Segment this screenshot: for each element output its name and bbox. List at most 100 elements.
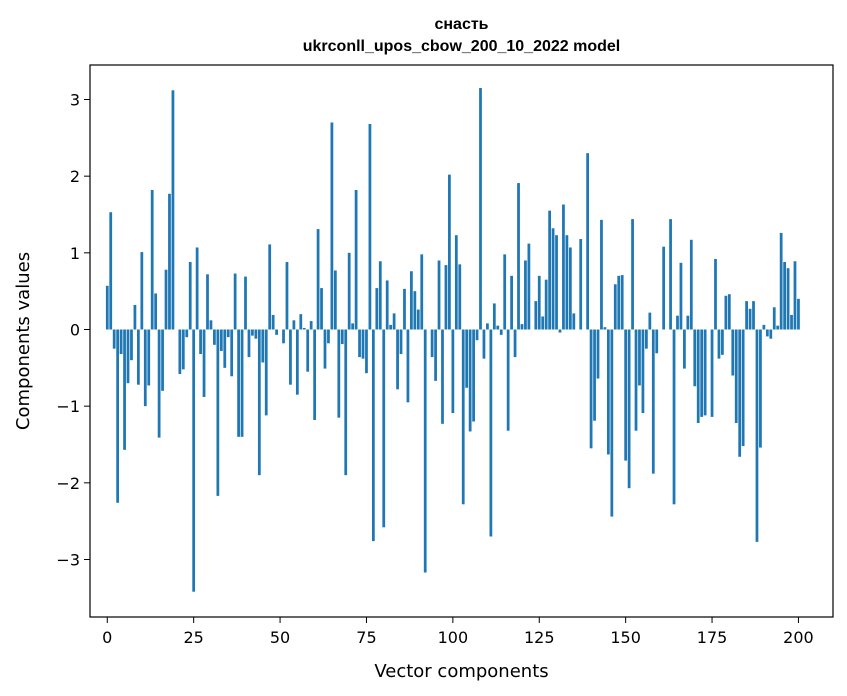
- bar: [703, 329, 707, 416]
- y-tick-label: 1: [70, 244, 80, 263]
- bar: [714, 258, 717, 330]
- bar: [313, 329, 317, 420]
- y-tick-label: −1: [56, 397, 80, 416]
- bar: [589, 329, 593, 449]
- bar: [233, 273, 237, 330]
- bar: [790, 314, 793, 330]
- bar: [195, 247, 199, 330]
- bar: [648, 312, 652, 330]
- bar: [309, 321, 313, 330]
- bar: [171, 90, 175, 330]
- bar: [586, 153, 590, 330]
- bar: [358, 329, 361, 358]
- bar: [683, 329, 686, 369]
- bar: [251, 329, 254, 336]
- bar: [105, 285, 109, 330]
- bar: [696, 329, 700, 424]
- bar: [423, 329, 427, 573]
- bar: [430, 329, 434, 358]
- x-tick-label: 0: [102, 628, 112, 647]
- chart-title-line2: ukrconll_upos_cbow_200_10_2022 model: [303, 38, 620, 55]
- bar: [365, 329, 368, 374]
- bar: [375, 288, 379, 330]
- bar: [333, 270, 337, 330]
- bar: [738, 329, 742, 457]
- bar: [112, 329, 116, 349]
- bar: [606, 329, 610, 455]
- bar: [157, 329, 161, 438]
- bar: [188, 262, 192, 330]
- bar: [503, 254, 507, 330]
- bar: [178, 329, 182, 374]
- x-axis-label: Vector components: [374, 661, 548, 682]
- bar: [527, 243, 531, 330]
- bar: [323, 329, 327, 369]
- bar: [676, 315, 679, 330]
- bar: [330, 122, 334, 330]
- bar: [316, 229, 320, 330]
- bar: [572, 313, 576, 330]
- bar: [399, 329, 403, 355]
- bar: [510, 275, 513, 330]
- bar: [192, 329, 196, 592]
- bar: [382, 329, 386, 528]
- bars-group: [105, 88, 800, 592]
- bar: [724, 295, 728, 330]
- bar: [765, 329, 769, 337]
- bar: [119, 329, 123, 355]
- x-tick-label: 200: [783, 628, 814, 647]
- bar: [651, 329, 655, 474]
- bar: [731, 329, 735, 376]
- bar: [361, 329, 365, 359]
- bar: [513, 329, 517, 358]
- bar: [479, 88, 482, 330]
- bar: [244, 276, 247, 330]
- bar: [413, 291, 417, 330]
- bar: [506, 329, 510, 431]
- bar: [600, 219, 603, 330]
- bar: [717, 329, 721, 359]
- bar: [655, 329, 659, 354]
- bar: [617, 275, 621, 330]
- bar: [448, 174, 451, 330]
- bar: [299, 314, 303, 330]
- bar: [727, 294, 731, 330]
- bar: [230, 329, 234, 377]
- bar: [679, 262, 683, 330]
- bar: [776, 325, 780, 330]
- bar: [468, 329, 472, 432]
- bar: [168, 193, 171, 330]
- bar: [444, 265, 448, 330]
- bar: [292, 320, 296, 330]
- bar: [555, 235, 558, 330]
- bar: [261, 329, 265, 363]
- bar: [721, 329, 724, 355]
- bar: [741, 329, 745, 447]
- bar: [669, 219, 672, 330]
- bar: [482, 329, 486, 359]
- bar: [568, 247, 572, 330]
- bar: [434, 329, 437, 381]
- bar: [579, 239, 583, 330]
- bar: [752, 301, 755, 330]
- bar: [520, 324, 524, 330]
- bar: [340, 329, 344, 345]
- bar: [371, 329, 375, 542]
- bar: [302, 327, 306, 330]
- bar: [693, 329, 697, 387]
- bar: [378, 261, 382, 330]
- bar: [565, 235, 569, 330]
- bar: [638, 329, 641, 386]
- bar: [202, 329, 206, 397]
- y-tick-label: −2: [56, 474, 80, 493]
- bar: [645, 329, 648, 349]
- bar: [627, 329, 631, 489]
- bar: [351, 323, 355, 330]
- bar: [593, 329, 596, 421]
- bar: [437, 260, 441, 330]
- bar: [392, 313, 396, 330]
- bar: [762, 324, 766, 330]
- y-axis-ticks: −3 −2 −1 0 1 2 3: [56, 91, 90, 570]
- x-tick-label: 150: [610, 628, 641, 647]
